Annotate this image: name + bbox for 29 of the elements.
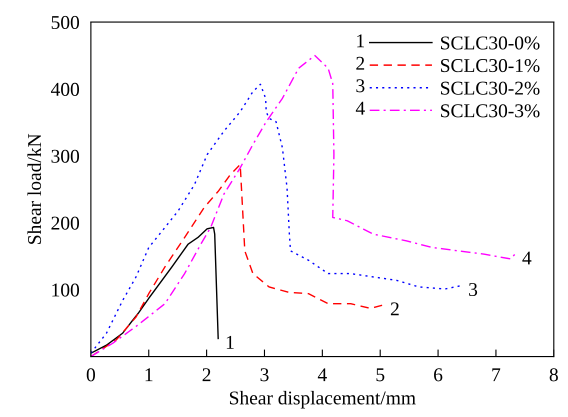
annotation: 2 — [390, 302, 399, 316]
y-tick-label: 400 — [50, 82, 80, 96]
y-tick-label: 200 — [51, 216, 80, 230]
x-tick-label: 0 — [86, 368, 95, 382]
text: 3 — [356, 79, 364, 92]
annotation: 1 — [226, 336, 234, 349]
x-tick-label: 4 — [318, 368, 327, 382]
annotation: 3 — [469, 282, 478, 296]
x-axis-title: Shear displacement/mm — [230, 390, 416, 408]
text: 4 — [356, 102, 365, 115]
x-tick-label: 8 — [550, 368, 558, 382]
x-tick-label: 3 — [260, 368, 269, 382]
legend-label: SCLC30-3% — [441, 104, 540, 118]
x-tick-label: 2 — [202, 368, 210, 382]
y-tick-label: 500 — [52, 16, 80, 30]
legend-label: SCLC30-2% — [441, 82, 540, 95]
text: 2 — [356, 56, 364, 70]
legend-label: SCLC30-0% — [441, 36, 540, 50]
annotation: 4 — [522, 252, 532, 264]
line-series — [90, 164, 384, 357]
x-tick-label: 1 — [146, 368, 152, 382]
y-tick-label: 100 — [52, 283, 80, 297]
x-tick-label: 7 — [492, 368, 500, 382]
y-tick-label: 300 — [52, 150, 80, 163]
x-tick-label: 6 — [434, 368, 442, 382]
x-tick-label: 5 — [376, 368, 384, 382]
y-axis-title: Shear load/kN — [27, 134, 42, 244]
text: 1 — [357, 34, 364, 48]
legend-label: SCLC30-1% — [441, 59, 540, 72]
